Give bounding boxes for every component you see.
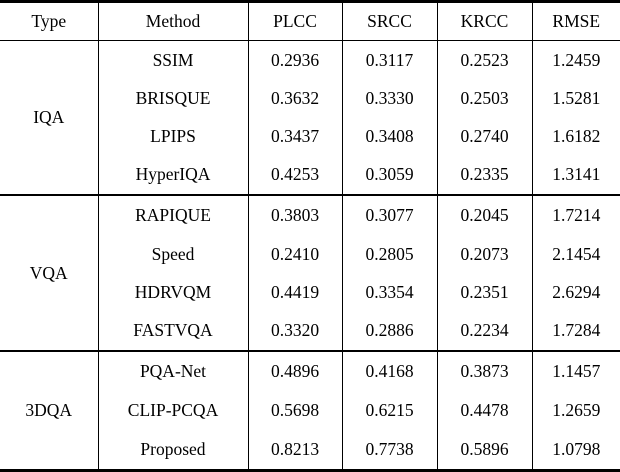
metric-cell: 2.6294 xyxy=(531,273,620,312)
metric-cell: 0.5698 xyxy=(247,391,342,430)
metric-cell: 0.3320 xyxy=(247,311,342,352)
method-cell: HDRVQM xyxy=(97,273,248,312)
column-header-srcc: SRCC xyxy=(341,1,437,41)
method-cell: RAPIQUE xyxy=(97,194,248,236)
metric-cell: 0.2740 xyxy=(436,117,532,156)
metric-cell: 1.2459 xyxy=(531,40,620,80)
metric-cell: 0.3354 xyxy=(341,273,437,312)
metric-cell: 0.2410 xyxy=(247,235,342,274)
metric-cell: 0.3117 xyxy=(341,40,437,80)
metric-cell: 0.6215 xyxy=(341,391,437,430)
table-row: VQA RAPIQUE 0.3803 0.3077 0.2045 1.7214 xyxy=(0,194,620,352)
table-row: FASTVQA 0.3320 0.2886 0.2234 1.7284 xyxy=(0,311,620,352)
metric-cell: 0.3803 xyxy=(247,194,342,236)
method-cell: BRISQUE xyxy=(97,79,248,118)
metric-cell: 1.3141 xyxy=(531,155,620,196)
metric-cell: 0.4253 xyxy=(247,155,342,196)
table-row: CLIP-PCQA 0.5698 0.6215 0.4478 1.2659 xyxy=(0,391,620,430)
metric-cell: 0.2234 xyxy=(436,311,532,352)
metric-cell: 1.1457 xyxy=(531,350,620,392)
table-row: 3DQA PQA-Net 0.4896 0.4168 0.3873 1.1457 xyxy=(0,350,620,471)
metric-cell-best: 0.8213 xyxy=(247,429,342,471)
table-header-row: Type Method PLCC SRCC KRCC RMSE xyxy=(0,1,620,41)
metric-cell: 2.1454 xyxy=(531,235,620,274)
column-header-plcc: PLCC xyxy=(247,1,342,41)
method-cell: SSIM xyxy=(97,40,248,80)
column-header-rmse: RMSE xyxy=(531,1,620,41)
metric-cell: 0.3077 xyxy=(341,194,437,236)
metric-cell: 0.3330 xyxy=(341,79,437,118)
method-cell: PQA-Net xyxy=(97,350,248,392)
type-cell: VQA xyxy=(0,194,98,352)
type-cell: IQA xyxy=(33,107,65,128)
method-cell: LPIPS xyxy=(97,117,248,156)
method-cell: Proposed xyxy=(97,429,248,471)
metric-cell: 0.3437 xyxy=(247,117,342,156)
metric-cell: 0.3059 xyxy=(341,155,437,196)
table-row: LPIPS 0.3437 0.3408 0.2740 1.6182 xyxy=(0,117,620,156)
table-row proposed-row: Proposed 0.8213 0.7738 0.5896 1.0798 xyxy=(0,429,620,471)
table-row: HDRVQM 0.4419 0.3354 0.2351 2.6294 xyxy=(0,273,620,312)
metric-cell: 0.2503 xyxy=(436,79,532,118)
column-header-method: Method xyxy=(97,1,248,41)
metric-cell-best: 0.5896 xyxy=(436,429,532,471)
metric-cell: 0.2045 xyxy=(436,194,532,236)
metric-cell: 0.2351 xyxy=(436,273,532,312)
metric-cell-best: 0.7738 xyxy=(341,429,437,471)
table-row: Speed 0.2410 0.2805 0.2073 2.1454 xyxy=(0,235,620,274)
metric-cell: 0.3408 xyxy=(341,117,437,156)
metric-cell: 0.4478 xyxy=(436,391,532,430)
metric-cell: 0.2805 xyxy=(341,235,437,274)
method-cell: FASTVQA xyxy=(97,311,248,352)
table-row: BRISQUE 0.3632 0.3330 0.2503 1.5281 xyxy=(0,79,620,118)
type-cell: 3DQA xyxy=(0,350,98,471)
column-header-krcc: KRCC xyxy=(436,1,532,41)
metric-cell: 0.2936 xyxy=(247,40,342,80)
metric-cell: 1.2659 xyxy=(531,391,620,430)
table-row: IQA SSIM 0.2936 0.3117 0.2523 1.2459 xyxy=(0,40,620,127)
metric-cell: 0.2073 xyxy=(436,235,532,274)
method-cell: HyperIQA xyxy=(97,155,248,196)
metric-cell: 0.4896 xyxy=(247,350,342,392)
metric-cell: 0.3632 xyxy=(247,79,342,118)
metric-cell: 1.6182 xyxy=(531,117,620,156)
metric-cell-best: 1.0798 xyxy=(531,429,620,471)
metric-cell: 0.2523 xyxy=(436,40,532,80)
metric-cell: 0.3873 xyxy=(436,350,532,392)
column-header-type: Type xyxy=(0,1,98,41)
metric-cell: 0.4168 xyxy=(341,350,437,392)
metric-cell: 1.7284 xyxy=(531,311,620,352)
metric-cell: 1.5281 xyxy=(531,79,620,118)
table-row: HyperIQA 0.4253 0.3059 0.2335 1.3141 xyxy=(0,155,620,196)
method-cell: Speed xyxy=(97,235,248,274)
method-cell: CLIP-PCQA xyxy=(97,391,248,430)
metric-cell: 0.2886 xyxy=(341,311,437,352)
metric-cell: 1.7214 xyxy=(531,194,620,236)
metric-cell: 0.4419 xyxy=(247,273,342,312)
metric-cell: 0.2335 xyxy=(436,155,532,196)
